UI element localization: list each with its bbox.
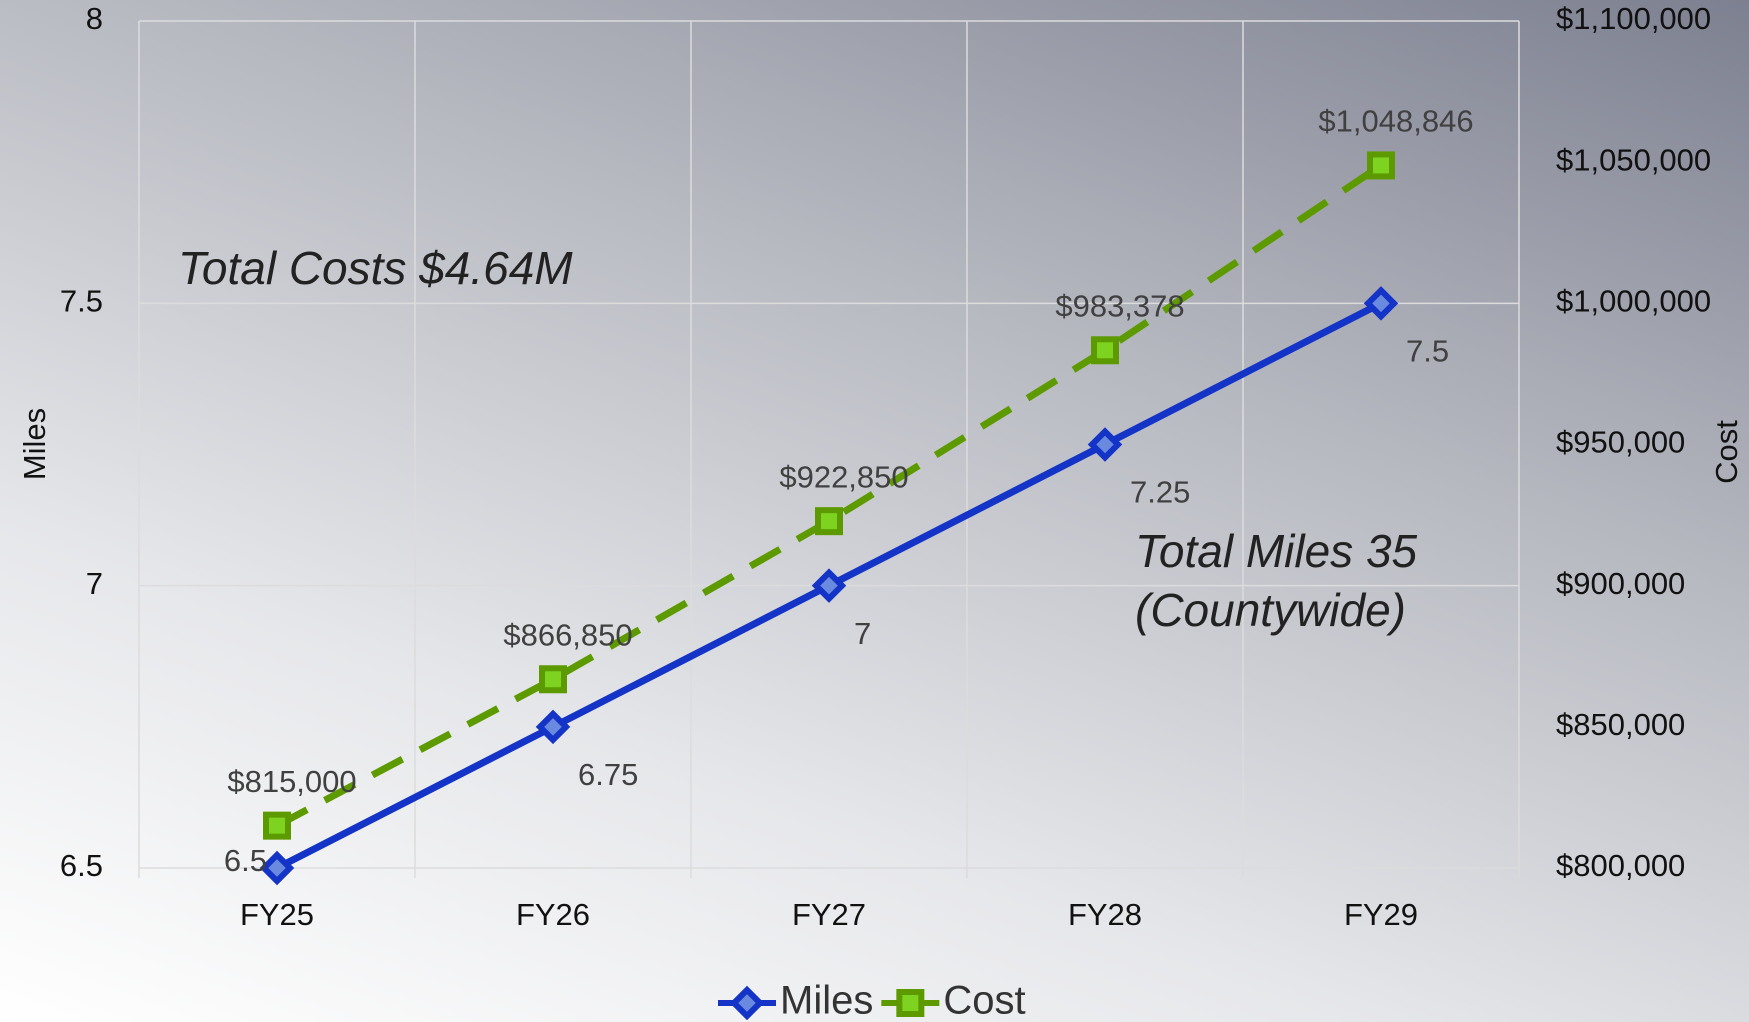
y2-tick-label: $1,100,000 bbox=[1556, 1, 1711, 36]
marker bbox=[263, 811, 291, 840]
marker bbox=[1091, 336, 1119, 365]
data-label: 7.25 bbox=[1130, 475, 1190, 510]
marker bbox=[811, 568, 847, 603]
x-tick-label: FY28 bbox=[1068, 897, 1142, 932]
data-label: 7 bbox=[854, 616, 871, 651]
marker bbox=[729, 985, 765, 1021]
data-label: $815,000 bbox=[227, 764, 356, 799]
annotation: (Countywide) bbox=[1135, 584, 1406, 636]
legend-label: Miles bbox=[780, 979, 873, 1022]
annotation: Total Costs $4.64M bbox=[178, 242, 573, 294]
data-label: $922,850 bbox=[779, 459, 908, 494]
data-label: 6.5 bbox=[224, 843, 267, 878]
data-label: $1,048,846 bbox=[1318, 104, 1473, 139]
y-tick-label: 7 bbox=[86, 566, 103, 601]
marker bbox=[259, 850, 295, 886]
y2-tick-label: $900,000 bbox=[1556, 566, 1685, 601]
y-tick-label: 8 bbox=[86, 1, 103, 36]
y2-tick-label: $1,050,000 bbox=[1556, 142, 1711, 177]
x-tick-label: FY27 bbox=[792, 897, 866, 932]
data-label: $866,850 bbox=[503, 617, 632, 652]
y2-tick-label: $800,000 bbox=[1556, 848, 1685, 883]
data-label: 7.5 bbox=[1406, 334, 1449, 369]
marker bbox=[1087, 427, 1123, 462]
y2-tick-label: $950,000 bbox=[1556, 425, 1685, 460]
legend-label: Cost bbox=[943, 979, 1025, 1022]
y-tick-label: 7.5 bbox=[60, 284, 103, 319]
y2-axis-title: Cost bbox=[1709, 420, 1744, 484]
marker bbox=[1367, 151, 1395, 180]
y-tick-label: 6.5 bbox=[60, 848, 103, 883]
data-label: $983,378 bbox=[1055, 288, 1184, 323]
marker bbox=[1363, 286, 1399, 321]
marker bbox=[535, 709, 571, 745]
y2-tick-label: $850,000 bbox=[1556, 707, 1685, 742]
data-label: 6.75 bbox=[578, 757, 638, 792]
y-axis-title: Miles bbox=[17, 408, 52, 480]
marker bbox=[815, 507, 843, 536]
marker bbox=[539, 665, 567, 694]
marker bbox=[896, 989, 925, 1017]
y2-tick-label: $1,000,000 bbox=[1556, 284, 1711, 319]
x-tick-label: FY26 bbox=[516, 897, 590, 932]
x-tick-label: FY25 bbox=[240, 897, 314, 932]
x-tick-label: FY29 bbox=[1344, 897, 1418, 932]
annotation: Total Miles 35 bbox=[1135, 525, 1418, 577]
legend: Miles Cost bbox=[718, 979, 1026, 1022]
